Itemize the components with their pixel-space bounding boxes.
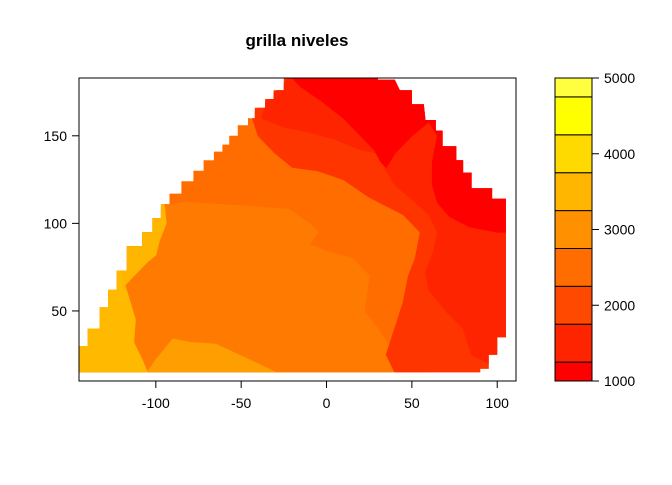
heat-region-3300 <box>146 338 276 373</box>
x-axis: -100 -50 0 50 100 <box>142 380 510 411</box>
legend-tick-label: 1000 <box>604 373 635 389</box>
legend-swatch <box>554 77 593 98</box>
color-legend: 1000 2000 3000 4000 5000 <box>554 70 635 389</box>
y-tick-label: 100 <box>44 215 68 231</box>
y-tick-label: 150 <box>44 128 68 144</box>
legend-tick-label: 5000 <box>604 70 635 86</box>
legend-tick-label: 4000 <box>604 146 635 162</box>
legend-swatch <box>554 247 593 287</box>
x-tick-label: 0 <box>323 395 331 411</box>
legend-swatch <box>554 172 593 212</box>
chart-title: grilla niveles <box>246 31 349 50</box>
legend-swatch <box>554 323 593 363</box>
legend-swatch <box>554 134 593 174</box>
x-tick-label: 50 <box>404 395 420 411</box>
legend-swatch <box>554 361 593 382</box>
legend-tick-label: 3000 <box>604 222 635 238</box>
x-tick-label: -50 <box>231 395 251 411</box>
y-tick-label: 50 <box>51 303 67 319</box>
heat-region-2600 <box>155 275 187 338</box>
x-tick-label: 100 <box>486 395 510 411</box>
legend-swatch <box>554 285 593 325</box>
legend-swatch <box>554 210 593 250</box>
y-axis: 50 100 150 <box>44 128 80 319</box>
x-tick-label: -100 <box>142 395 170 411</box>
heat-region-group <box>79 78 506 373</box>
legend-tick-label: 2000 <box>604 297 635 313</box>
legend-swatch <box>554 96 593 136</box>
